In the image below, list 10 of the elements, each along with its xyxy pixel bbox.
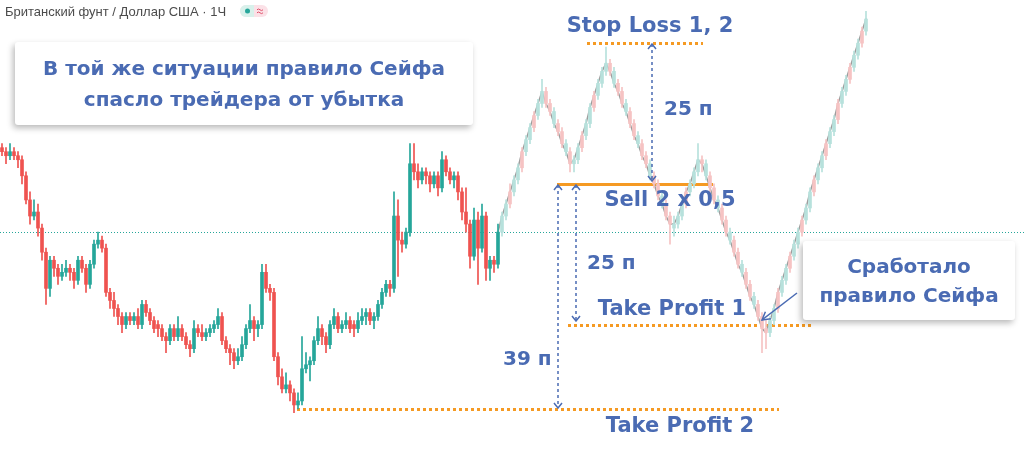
annotation: 39 п: [503, 346, 552, 370]
chart-title: Британский фунт / Доллар США · 1Ч: [5, 3, 227, 19]
ref-line-label: Take Profit 1: [597, 296, 747, 321]
annotation: 25 п: [587, 250, 636, 274]
ref-line-label: Take Profit 2: [605, 413, 755, 438]
ref-line-label: Stop Loss 1, 2: [566, 12, 734, 37]
annotation: В той же ситуации правило Сейфа спасло трейдера от убытка: [42, 54, 446, 113]
annotation: Сработало правило Сейфа: [818, 252, 1000, 309]
annotation: 25 п: [664, 96, 713, 120]
ref-line-label: Sell 2 x 0,5: [604, 187, 736, 212]
